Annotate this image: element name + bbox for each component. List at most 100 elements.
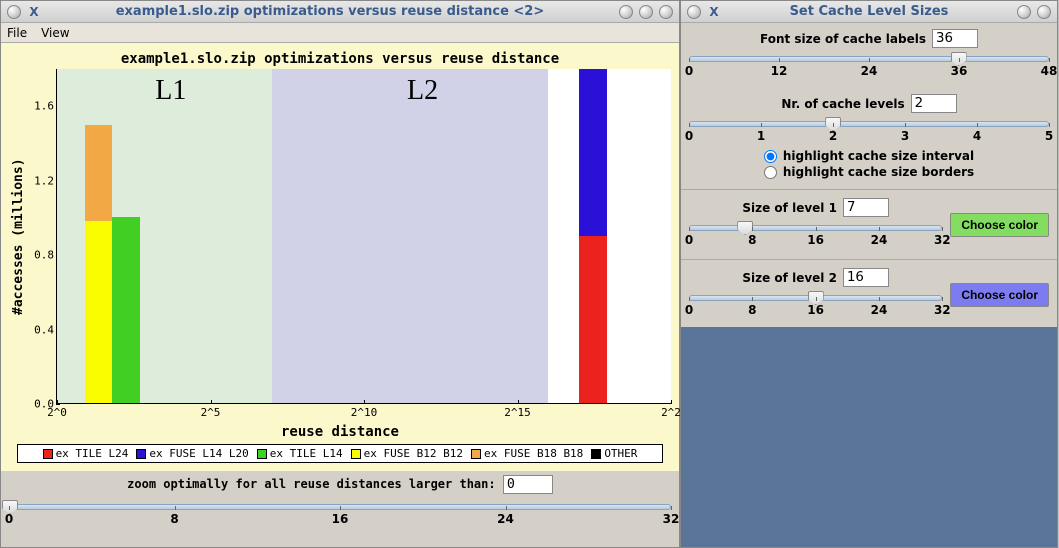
chart-area: example1.slo.zip optimizations versus re… — [1, 43, 679, 471]
font-size-block: Font size of cache labels 0 12 24 36 48 — [681, 23, 1057, 88]
cache-label: L1 — [155, 75, 186, 107]
legend-label: ex FUSE B12 B12 — [364, 447, 463, 460]
legend-item: ex FUSE B18 B18 — [471, 447, 583, 460]
slider-tick: 32 — [934, 233, 951, 247]
close-icon[interactable] — [1037, 5, 1051, 19]
chart-plot[interactable]: L1 L2 — [56, 69, 671, 404]
minimize-icon[interactable] — [687, 5, 701, 19]
slider-tick: 8 — [748, 233, 756, 247]
radio-interval-label: highlight cache size interval — [783, 149, 974, 163]
slider-tick: 36 — [951, 64, 968, 78]
level1-block: Size of level 1 08162432 Choose color — [681, 192, 1057, 257]
x-axis: 2^02^52^102^152^2 — [57, 404, 671, 422]
menu-view[interactable]: View — [41, 26, 69, 40]
legend-item: ex FUSE B12 B12 — [351, 447, 463, 460]
level2-color-button[interactable]: Choose color — [950, 283, 1049, 307]
slider-tick: 32 — [934, 303, 951, 317]
slider-tick: 4 — [973, 129, 981, 143]
slider-tick: 0 — [5, 512, 13, 526]
level2-label: Size of level 2 — [742, 271, 837, 285]
level1-label: Size of level 1 — [742, 201, 837, 215]
menubar: File View — [1, 23, 679, 43]
x-tick: 2^2 — [661, 406, 681, 419]
legend-item: OTHER — [591, 447, 637, 460]
level1-color-button[interactable]: Choose color — [950, 213, 1049, 237]
legend-swatch — [471, 449, 481, 459]
legend-swatch — [43, 449, 53, 459]
x-axis-label: reuse distance — [9, 424, 671, 440]
slider-tick: 8 — [748, 303, 756, 317]
y-tick: 0.8 — [34, 249, 54, 262]
level2-slider[interactable]: 08162432 — [689, 289, 942, 321]
bar-segment — [579, 69, 607, 236]
close-icon[interactable] — [659, 5, 673, 19]
slider-tick: 12 — [771, 64, 788, 78]
slider-tick: 16 — [332, 512, 349, 526]
window-btn-2[interactable] — [639, 5, 653, 19]
window-title: example1.slo.zip optimizations versus re… — [47, 4, 613, 19]
legend-swatch — [257, 449, 267, 459]
radio-borders[interactable] — [764, 166, 777, 179]
y-tick: 1.6 — [34, 100, 54, 113]
slider-tick: 24 — [861, 64, 878, 78]
chart-title: example1.slo.zip optimizations versus re… — [9, 51, 671, 67]
y-tick: 1.2 — [34, 174, 54, 187]
cache-region — [272, 69, 548, 403]
legend-item: ex TILE L14 — [257, 447, 343, 460]
titlebar-right: X Set Cache Level Sizes — [681, 1, 1057, 23]
slider-tick: 16 — [807, 303, 824, 317]
y-axis-label: #accesses (millions) — [9, 69, 28, 404]
level2-input[interactable] — [843, 268, 889, 287]
settings-title: Set Cache Level Sizes — [727, 4, 1011, 19]
level1-slider[interactable]: 08162432 — [689, 219, 942, 251]
titlebar-left: X example1.slo.zip optimizations versus … — [1, 1, 679, 23]
slider-tick: 0 — [685, 64, 693, 78]
window-btn-1[interactable] — [619, 5, 633, 19]
legend-label: ex TILE L24 — [56, 447, 129, 460]
slider-tick: 5 — [1045, 129, 1053, 143]
legend-swatch — [591, 449, 601, 459]
legend: ex TILE L24 ex FUSE L14 L20 ex TILE L14 ex … — [17, 444, 663, 463]
legend-item: ex FUSE L14 L20 — [136, 447, 248, 460]
font-size-label: Font size of cache labels — [760, 32, 926, 46]
legend-label: ex FUSE B18 B18 — [484, 447, 583, 460]
app-icon: X — [707, 5, 721, 19]
settings-window: X Set Cache Level Sizes Font size of cac… — [680, 0, 1058, 548]
slider-tick: 0 — [685, 303, 693, 317]
menu-file[interactable]: File — [7, 26, 27, 40]
slider-tick: 24 — [871, 233, 888, 247]
nr-levels-block: Nr. of cache levels 012345 highlight cac… — [681, 88, 1057, 187]
level1-input[interactable] — [843, 198, 889, 217]
font-size-slider[interactable]: 012243648 — [689, 50, 1049, 82]
legend-swatch — [351, 449, 361, 459]
main-window: X example1.slo.zip optimizations versus … — [0, 0, 680, 548]
minimize-icon[interactable] — [7, 5, 21, 19]
y-axis: 0.00.40.81.21.6 — [28, 69, 56, 404]
slider-tick: 1 — [757, 129, 765, 143]
bar-segment — [112, 217, 140, 403]
bar-segment — [579, 236, 607, 403]
legend-label: OTHER — [604, 447, 637, 460]
level2-block: Size of level 2 08162432 Choose color — [681, 262, 1057, 327]
nr-levels-slider[interactable]: 012345 — [689, 115, 1049, 147]
zoom-slider[interactable]: 08162432 — [9, 498, 671, 530]
window-btn-1[interactable] — [1017, 5, 1031, 19]
slider-tick: 8 — [170, 512, 178, 526]
radio-interval[interactable] — [764, 150, 777, 163]
legend-label: ex FUSE L14 L20 — [149, 447, 248, 460]
slider-tick: 3 — [901, 129, 909, 143]
font-size-input[interactable] — [932, 29, 978, 48]
empty-area — [681, 327, 1057, 547]
zoom-input[interactable] — [503, 475, 553, 494]
slider-tick: 0 — [685, 233, 693, 247]
zoom-panel: zoom optimally for all reuse distances l… — [1, 471, 679, 534]
x-tick: 2^0 — [47, 406, 67, 419]
zoom-label: zoom optimally for all reuse distances l… — [127, 477, 495, 491]
bar-segment — [85, 125, 113, 221]
nr-levels-input[interactable] — [911, 94, 957, 113]
radio-borders-label: highlight cache size borders — [783, 165, 974, 179]
nr-levels-label: Nr. of cache levels — [781, 97, 904, 111]
slider-tick: 48 — [1041, 64, 1058, 78]
cache-label: L2 — [407, 75, 438, 107]
x-tick: 2^5 — [201, 406, 221, 419]
